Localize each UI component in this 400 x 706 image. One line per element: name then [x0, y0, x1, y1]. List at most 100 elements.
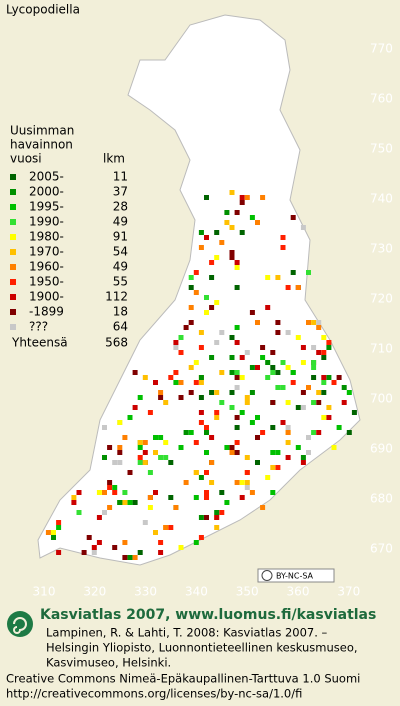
occurrence-square [56, 525, 62, 530]
occurrence-square [244, 485, 250, 490]
logo [7, 611, 33, 637]
occurrence-square [321, 380, 327, 385]
occurrence-square [137, 395, 143, 400]
cc-badge: BY-NC-SA [257, 568, 335, 583]
occurrence-square [295, 335, 301, 340]
occurrence-square [341, 400, 347, 405]
occurrence-square [183, 480, 189, 485]
occurrence-square [311, 375, 317, 380]
occurrence-square [306, 270, 311, 275]
grid-y-label: 770 [370, 42, 393, 56]
occurrence-square [127, 500, 133, 505]
legend-count-heading: lkm [103, 152, 125, 166]
occurrence-square [198, 395, 204, 400]
grid-x-label: 330 [134, 585, 157, 599]
occurrence-square [76, 490, 82, 495]
occurrence-square [280, 420, 286, 425]
occurrence-square [209, 260, 215, 265]
grid-x-label: 320 [83, 585, 106, 599]
occurrence-square [311, 345, 317, 350]
grid-x-label: 350 [236, 585, 259, 599]
occurrence-square [91, 550, 97, 555]
occurrence-square [188, 320, 194, 325]
occurrence-square [295, 445, 301, 450]
occurrence-square [234, 450, 240, 455]
occurrence-square [168, 375, 174, 380]
occurrence-square [102, 425, 107, 430]
occurrence-square [275, 465, 281, 470]
occurrence-square [107, 445, 113, 450]
occurrence-square [219, 490, 225, 495]
legend-count: 18 [113, 305, 128, 319]
occurrence-square [214, 510, 220, 515]
occurrence-square [127, 555, 133, 560]
occurrence-square [132, 500, 138, 505]
occurrence-square [336, 375, 342, 380]
occurrence-square [229, 450, 235, 455]
occurrence-square [326, 405, 332, 410]
occurrence-square [56, 550, 62, 555]
occurrence-square [51, 535, 56, 540]
occurrence-square [285, 330, 291, 335]
occurrence-square [234, 375, 240, 380]
occurrence-square [107, 485, 113, 490]
occurrence-square [188, 275, 194, 280]
occurrence-square [285, 440, 291, 445]
occurrence-square [295, 285, 301, 290]
occurrence-square [183, 325, 189, 330]
occurrence-square [209, 460, 215, 465]
occurrence-square [178, 335, 184, 340]
occurrence-square [147, 495, 153, 500]
occurrence-square [321, 355, 327, 360]
occurrence-square [173, 340, 179, 345]
legend-label: 1900- [29, 290, 64, 304]
occurrence-square [265, 305, 271, 310]
occurrence-square [316, 350, 322, 355]
occurrence-square [239, 410, 245, 415]
occurrence-square [122, 500, 128, 505]
occurrence-square [204, 470, 209, 475]
occurrence-square [316, 390, 322, 395]
occurrence-square [244, 350, 250, 355]
occurrence-square [239, 480, 245, 485]
occurrence-square [117, 450, 123, 455]
occurrence-square [260, 345, 266, 350]
occurrence-square [270, 490, 276, 495]
occurrence-square [311, 365, 317, 370]
occurrence-square [193, 380, 199, 385]
occurrence-square [209, 480, 215, 485]
occurrence-square [275, 330, 281, 335]
occurrence-square [244, 395, 250, 400]
occurrence-square [316, 320, 322, 325]
occurrence-square [204, 515, 209, 520]
occurrence-square [234, 260, 240, 265]
occurrence-square [158, 455, 164, 460]
occurrence-square [244, 400, 250, 405]
occurrence-square [158, 435, 164, 440]
occurrence-square [163, 455, 169, 460]
occurrence-square [173, 370, 179, 375]
grid-y-label: 690 [370, 442, 393, 456]
occurrence-square [214, 255, 220, 260]
occurrence-square [188, 285, 194, 290]
occurrence-square [234, 265, 240, 270]
occurrence-square [214, 525, 220, 530]
grid-y-label: 680 [370, 492, 393, 506]
occurrence-square [193, 290, 199, 295]
occurrence-square [122, 435, 128, 440]
legend-count: 54 [113, 245, 128, 259]
occurrence-square [209, 390, 215, 395]
occurrence-square [249, 365, 255, 370]
grid-y-label: 670 [370, 542, 393, 556]
occurrence-square [86, 535, 92, 540]
occurrence-square [255, 435, 260, 440]
occurrence-square [326, 340, 332, 345]
occurrence-square [158, 550, 164, 555]
occurrence-square [214, 415, 220, 420]
occurrence-square [56, 520, 62, 525]
occurrence-square [193, 270, 199, 275]
badge-box [257, 568, 335, 583]
occurrence-square [193, 360, 199, 365]
occurrence-square [229, 405, 235, 410]
